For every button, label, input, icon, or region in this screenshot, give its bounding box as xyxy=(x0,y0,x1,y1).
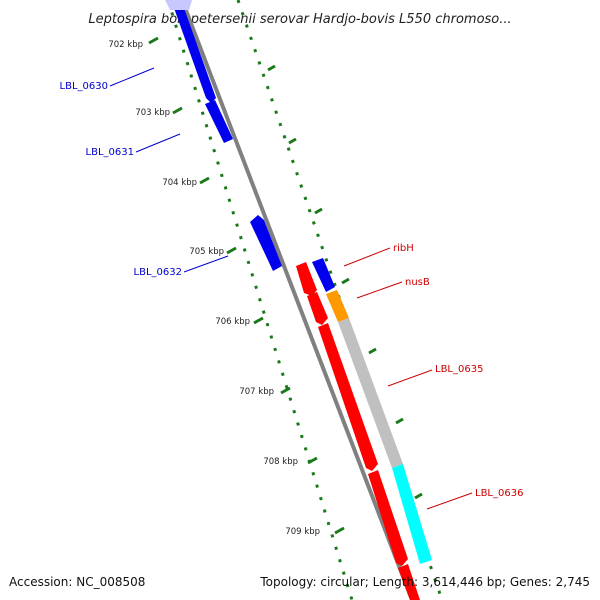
tick-track-right xyxy=(236,0,444,600)
tick-track-left xyxy=(166,0,354,600)
kbp-major-tick xyxy=(414,492,423,500)
gene-LBL_0630[interactable] xyxy=(174,8,216,103)
gene-next xyxy=(398,564,420,600)
kbp-major-tick xyxy=(288,137,297,145)
kbp-label: 704 kbp xyxy=(162,178,197,188)
gene-label-LBL_0632[interactable]: LBL_0632 xyxy=(134,267,182,278)
leader-line xyxy=(387,369,433,387)
gene-label-LBL_0636[interactable]: LBL_0636 xyxy=(475,488,523,499)
kbp-label: 705 kbp xyxy=(189,247,224,257)
kbp-major-tick xyxy=(314,207,323,215)
kbp-major-tick xyxy=(368,347,377,355)
gene-label-LBL_0631[interactable]: LBL_0631 xyxy=(86,147,134,158)
gene-ribH-top xyxy=(312,258,335,292)
gene-label-nusB[interactable]: nusB xyxy=(405,277,430,288)
gene-LBL_0632[interactable] xyxy=(250,215,282,271)
gene-LBL_0631[interactable] xyxy=(205,100,233,143)
genome-summary-text: Topology: circular; Length: 3,614,446 bp… xyxy=(259,575,590,589)
kbp-label: 708 kbp xyxy=(263,457,298,467)
kbp-major-tick xyxy=(280,386,291,395)
gene-label-LBL_0635[interactable]: LBL_0635 xyxy=(435,364,483,375)
leader-line xyxy=(426,492,473,510)
chromosome-backbone xyxy=(180,0,414,600)
kbp-label: 709 kbp xyxy=(285,527,320,537)
accession-text: Accession: NC_008508 xyxy=(9,575,145,589)
kbp-major-tick xyxy=(341,277,350,285)
kbp-major-tick xyxy=(307,456,318,465)
feature-nusB xyxy=(326,290,349,322)
gene-ribH[interactable] xyxy=(296,262,317,296)
kbp-major-tick xyxy=(199,176,210,185)
gene-LBL_0635[interactable] xyxy=(318,323,378,471)
kbp-label: 703 kbp xyxy=(135,108,170,118)
kbp-label: 706 kbp xyxy=(215,317,250,327)
feature-LBL_0636 xyxy=(392,464,432,564)
gene-label-ribH[interactable]: ribH xyxy=(393,243,414,254)
gene-label-LBL_0630[interactable]: LBL_0630 xyxy=(60,81,108,92)
leader-line xyxy=(109,67,155,87)
leader-line xyxy=(356,281,403,299)
kbp-major-tick xyxy=(226,246,237,255)
kbp-major-tick xyxy=(267,64,276,72)
feature-LBL_0635 xyxy=(338,318,403,468)
leader-line xyxy=(183,255,229,273)
gene-LBL_0636[interactable] xyxy=(368,470,408,566)
map-title: Leptospira borgpetersenii serovar Hardjo… xyxy=(88,12,511,27)
gene-nusB[interactable] xyxy=(307,292,328,325)
kbp-major-tick xyxy=(395,417,404,425)
kbp-major-tick xyxy=(148,36,159,45)
kbp-label: 702 kbp xyxy=(108,40,143,50)
kbp-label: 707 kbp xyxy=(239,387,274,397)
kbp-major-tick xyxy=(172,106,183,115)
kbp-major-tick xyxy=(334,526,345,535)
leader-line xyxy=(135,133,181,153)
kbp-major-tick xyxy=(253,316,264,325)
leader-line xyxy=(343,247,391,267)
gene-LBL_0630-fade xyxy=(165,0,192,10)
